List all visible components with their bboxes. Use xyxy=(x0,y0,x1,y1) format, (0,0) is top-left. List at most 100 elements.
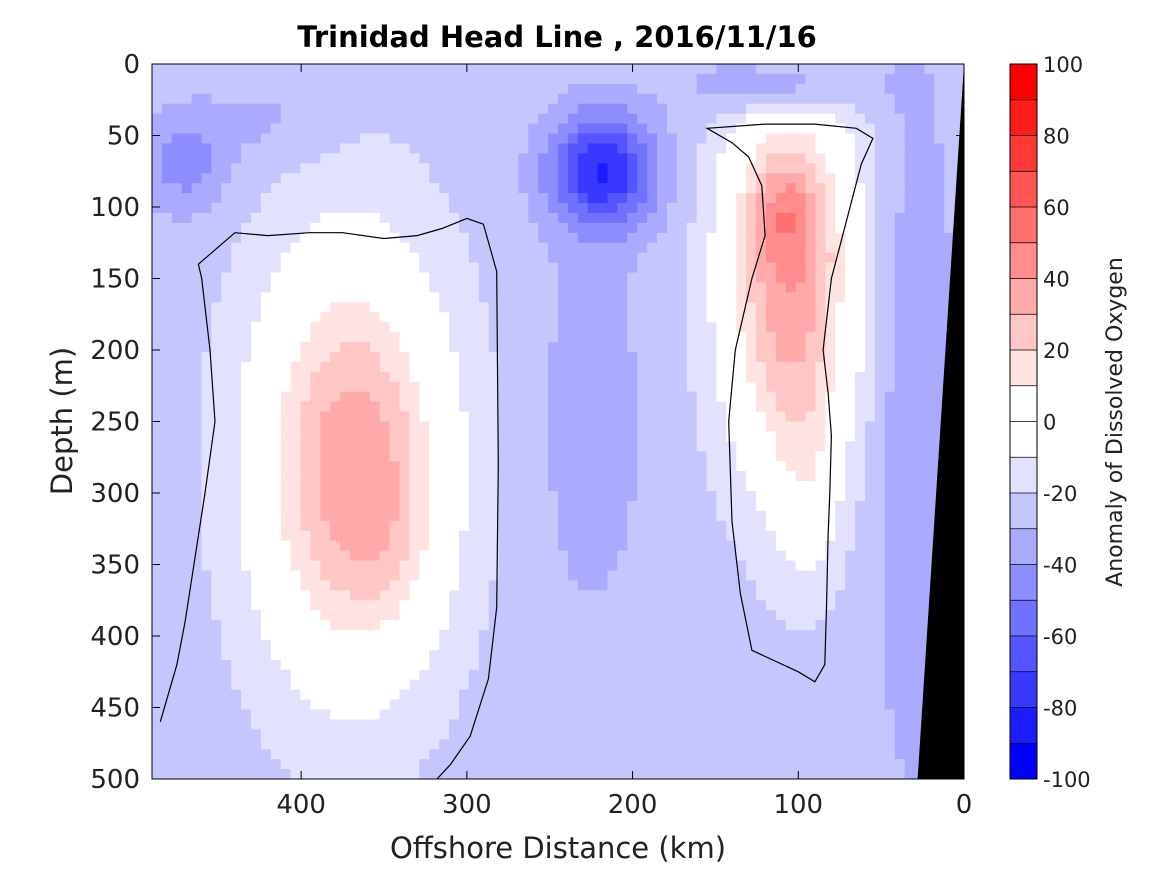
field-cell xyxy=(775,491,787,502)
field-cell xyxy=(350,491,361,502)
field-cell xyxy=(379,699,391,711)
field-cell xyxy=(756,322,767,333)
field-cell xyxy=(647,610,658,621)
field-cell xyxy=(637,759,648,770)
field-cell xyxy=(171,461,183,472)
field-cell xyxy=(340,600,351,611)
field-cell xyxy=(498,580,510,591)
field-cell xyxy=(300,322,312,333)
field-cell xyxy=(449,292,460,303)
field-cell xyxy=(171,739,183,750)
field-cell xyxy=(696,560,708,572)
field-cell xyxy=(815,461,826,472)
field-cell xyxy=(805,302,817,313)
field-cell xyxy=(260,520,272,532)
field-cell xyxy=(548,391,559,403)
field-cell xyxy=(498,342,510,353)
field-cell xyxy=(637,203,648,214)
field-cell xyxy=(379,431,391,442)
field-cell xyxy=(706,580,718,591)
field-cell xyxy=(171,679,183,691)
field-cell xyxy=(458,600,470,611)
field-cell xyxy=(607,193,619,204)
field-cell xyxy=(300,560,312,572)
field-cell xyxy=(310,639,321,651)
field-cell xyxy=(647,659,658,671)
field-cell xyxy=(389,600,401,611)
field-cell xyxy=(340,391,351,403)
field-cell xyxy=(221,481,232,492)
field-cell xyxy=(498,481,510,492)
field-cell xyxy=(191,302,203,313)
field-cell xyxy=(696,491,708,502)
field-cell xyxy=(657,530,668,542)
field-cell xyxy=(439,679,450,691)
field-cell xyxy=(429,322,440,333)
field-cell xyxy=(676,749,688,760)
field-cell xyxy=(330,421,341,433)
field-cell xyxy=(558,699,569,711)
field-cell xyxy=(419,560,430,572)
field-cell xyxy=(488,461,500,472)
field-cell xyxy=(389,729,401,740)
field-cell xyxy=(567,262,579,274)
field-cell xyxy=(241,431,252,442)
field-cell xyxy=(260,540,272,552)
field-cell xyxy=(756,371,767,383)
field-cell xyxy=(726,342,737,353)
field-cell xyxy=(518,639,529,651)
field-cell xyxy=(260,461,272,472)
field-cell xyxy=(191,699,203,711)
field-cell xyxy=(449,371,460,383)
field-cell xyxy=(627,709,638,721)
field-cell xyxy=(597,193,609,204)
field-cell xyxy=(211,540,222,552)
field-cell xyxy=(310,500,321,512)
field-cell xyxy=(726,570,737,581)
field-cell xyxy=(567,103,579,115)
field-cell xyxy=(498,73,510,85)
field-cell xyxy=(191,113,203,125)
field-cell xyxy=(221,471,232,482)
field-cell xyxy=(785,679,797,691)
field-cell xyxy=(775,500,787,512)
field-cell xyxy=(567,510,579,522)
field-cell xyxy=(280,590,292,601)
field-cell xyxy=(350,103,361,115)
field-cell xyxy=(330,193,341,204)
field-cell xyxy=(666,222,678,234)
field-cell xyxy=(805,471,817,482)
field-cell xyxy=(389,163,401,174)
field-cell xyxy=(290,272,302,284)
field-cell xyxy=(617,759,628,770)
field-cell xyxy=(161,93,173,105)
field-cell xyxy=(676,411,688,423)
field-cell xyxy=(587,451,599,462)
field-cell xyxy=(647,689,658,701)
field-cell xyxy=(201,431,213,442)
field-cell xyxy=(518,689,529,701)
field-cell xyxy=(429,232,440,244)
field-cell xyxy=(558,500,569,512)
field-cell xyxy=(458,520,470,532)
field-cell xyxy=(359,332,371,343)
field-cell xyxy=(498,649,510,661)
field-cell xyxy=(320,669,331,681)
field-cell xyxy=(686,620,698,631)
field-cell xyxy=(795,123,807,135)
field-cell xyxy=(577,699,589,711)
field-cell xyxy=(191,193,203,204)
field-cell xyxy=(617,173,628,184)
field-cell xyxy=(538,381,549,393)
field-cell xyxy=(676,193,688,204)
field-cell xyxy=(795,193,807,204)
field-cell xyxy=(171,769,183,779)
field-cell xyxy=(251,113,262,125)
field-cell xyxy=(617,699,628,711)
field-cell xyxy=(617,302,628,313)
field-cell xyxy=(498,570,510,581)
field-cell xyxy=(775,361,787,373)
field-cell xyxy=(419,590,430,601)
field-cell xyxy=(340,252,351,264)
field-cell xyxy=(498,461,510,472)
